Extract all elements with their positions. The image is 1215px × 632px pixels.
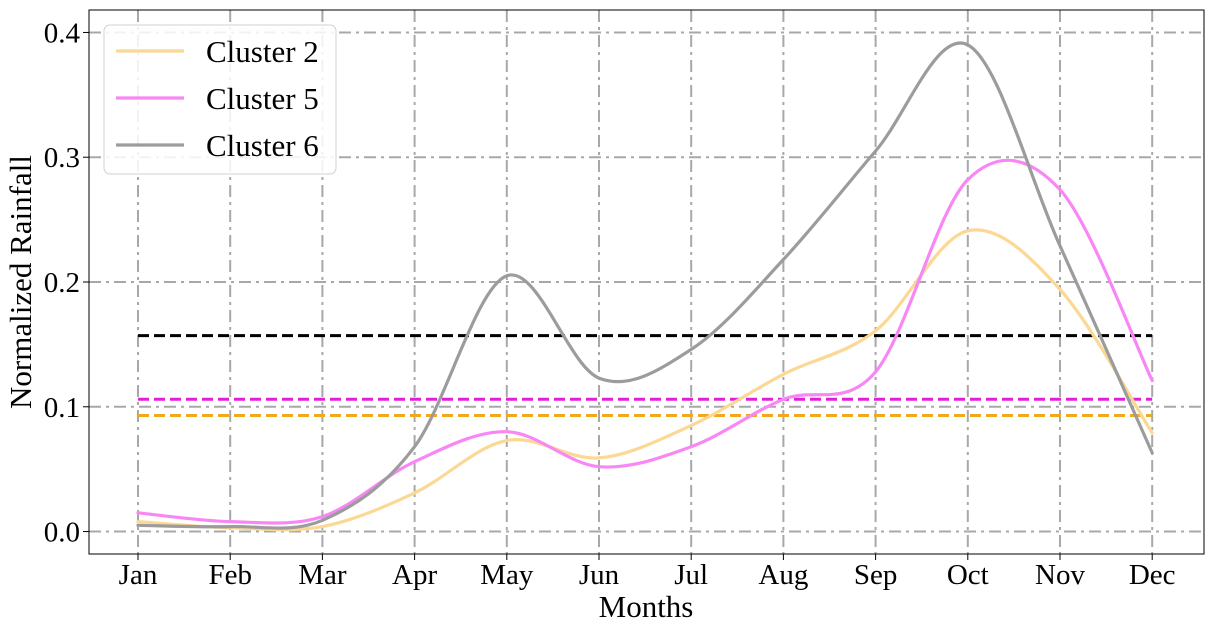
mean-lines <box>138 334 1153 418</box>
series-line <box>136 228 1154 532</box>
y-tick-label: 0.3 <box>44 142 80 174</box>
x-tick-label: Mar <box>298 559 347 591</box>
y-tick-label: 0.2 <box>44 267 80 299</box>
legend-label: Cluster 6 <box>206 128 319 163</box>
series-line <box>136 158 1154 525</box>
y-tick-label: 0.0 <box>44 517 80 549</box>
x-tick-label: Jul <box>674 559 708 591</box>
series-line <box>136 41 1154 530</box>
x-tick-label: May <box>480 559 534 591</box>
y-axis-title: Normalized Rainfall <box>3 155 38 409</box>
x-tick-label: Jun <box>579 559 620 591</box>
x-tick-label: Aug <box>758 559 808 591</box>
x-axis-title: Months <box>599 589 694 624</box>
legend-label: Cluster 5 <box>206 81 319 116</box>
y-tick-label: 0.4 <box>44 17 81 49</box>
x-tick-label: Nov <box>1035 559 1085 591</box>
legend-label: Cluster 2 <box>206 34 319 69</box>
x-tick-label: Dec <box>1129 559 1176 591</box>
x-tick-label: Apr <box>392 559 437 591</box>
x-tick-label: Feb <box>208 559 252 591</box>
legend-box <box>103 24 337 175</box>
x-tick-label: Jan <box>119 559 158 591</box>
y-tick-labels: 0.0 0.1 0.2 0.3 0.4 <box>44 17 81 548</box>
plot-frame <box>88 9 1205 555</box>
x-tick-label: Oct <box>947 559 989 591</box>
y-tick-label: 0.1 <box>44 392 80 424</box>
series-lines <box>136 41 1154 532</box>
legend: Cluster 2 Cluster 5 Cluster 6 <box>103 24 337 175</box>
x-tick-labels: Jan Feb Mar Apr May Jun Jul Aug Sep Oct Nov Dec <box>119 559 1176 591</box>
x-tick-label: Sep <box>854 559 898 591</box>
